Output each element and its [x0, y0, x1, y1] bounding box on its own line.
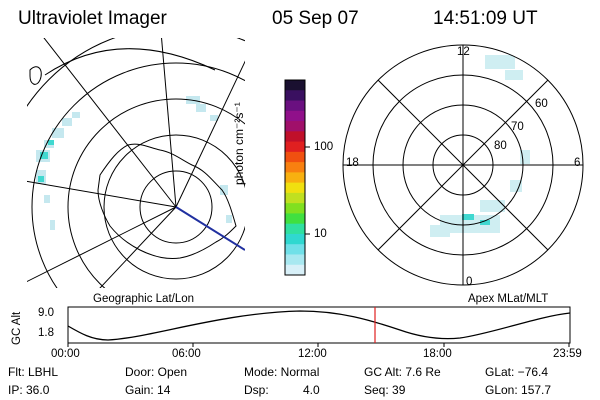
colorbar-segment: [285, 172, 305, 184]
mlt-lines: [343, 45, 583, 285]
timeline-axis-label: GC Alt: [11, 311, 23, 345]
timeline-xtick-1800: 18:00: [423, 348, 452, 360]
colorbar-segment: [285, 244, 305, 255]
colorbar-segment: [285, 131, 305, 143]
aurora-bright-right: [462, 214, 490, 225]
island-outline: [29, 66, 42, 85]
colorbar-segment: [285, 110, 305, 122]
colorbar-segment: [285, 100, 305, 112]
colorbar-segment: [285, 141, 305, 153]
colorbar-tick-label-100: 100: [314, 141, 334, 153]
colorbar: [285, 80, 305, 276]
mlat-label-80: 80: [494, 140, 507, 152]
timeline-xtick-1200: 12:00: [298, 348, 327, 360]
timeline-frame: [67, 306, 571, 344]
geographic-map: [27, 38, 245, 288]
seq-value: Seq: 39: [364, 383, 406, 397]
colorbar-segment: [285, 90, 305, 102]
mlt-label-0: 0: [466, 276, 473, 288]
mlt-label-18: 18: [346, 157, 359, 169]
satellite-track: [175, 206, 245, 251]
mlat-label-60: 60: [535, 98, 548, 110]
mlat-label-70: 70: [511, 121, 524, 133]
mode-value: Mode: Normal: [244, 365, 320, 379]
time-label: 14:51:09 UT: [433, 8, 538, 29]
latitude-circles: [27, 38, 245, 288]
glon-value: GLon: 157.7: [485, 383, 552, 397]
colorbar-segment: [285, 233, 305, 245]
timeline-ytick-9: 9.0: [38, 307, 54, 319]
date-label: 05 Sep 07: [272, 8, 359, 29]
aurora-bright-left: [38, 140, 54, 182]
colorbar-segment: [285, 203, 305, 214]
colorbar-segment: [285, 151, 305, 163]
flt-value: Flt: LBHL: [8, 365, 59, 379]
glat-value: GLat: −76.4: [485, 365, 549, 379]
colorbar-segment: [285, 182, 305, 194]
ip-value: IP: 36.0: [8, 383, 50, 397]
timeline-xtick-2359: 23:59: [553, 348, 582, 360]
colorbar-segment: [285, 223, 305, 235]
colorbar-label: photon cm⁻²s⁻¹: [232, 102, 246, 185]
timeline-ticks: [67, 343, 570, 347]
mlt-polar-plot: [430, 55, 530, 237]
gain-value: Gain: 14: [125, 383, 171, 397]
dsp-label: Dsp:: [244, 383, 269, 397]
colorbar-frame: [284, 79, 306, 276]
colorbar-segment: [285, 213, 305, 225]
altitude-curve: [67, 310, 571, 341]
colorbar-segment: [285, 192, 305, 204]
gc-alt-value: GC Alt: 7.6 Re: [364, 365, 441, 379]
aurora-emission-right: [430, 55, 530, 237]
timeline-xtick-0600: 06:00: [172, 348, 201, 360]
colorbar-tick-label-10: 10: [314, 228, 327, 240]
geographic-caption: Geographic Lat/Lon: [93, 293, 195, 305]
map-horizon: [44, 48, 216, 76]
longitude-lines: [27, 38, 245, 288]
mlt-label-12: 12: [457, 46, 470, 58]
mlt-label-6: 6: [574, 157, 581, 169]
apex-caption: Apex MLat/MLT: [468, 293, 549, 305]
colorbar-segment: [285, 121, 305, 132]
dsp-value: 4.0: [303, 383, 320, 397]
timeline-xtick-0000: 00:00: [51, 348, 80, 360]
continent-outline: [97, 143, 237, 259]
app-title: Ultraviolet Imager: [18, 8, 167, 29]
door-value: Door: Open: [125, 365, 188, 379]
timeline-ytick-1-8: 1.8: [38, 327, 54, 339]
colorbar-segment: [285, 80, 305, 91]
colorbar-segment: [285, 254, 305, 266]
colorbar-segment: [285, 162, 305, 173]
colorbar-segment: [285, 264, 305, 276]
aurora-emission-left: [36, 96, 232, 230]
